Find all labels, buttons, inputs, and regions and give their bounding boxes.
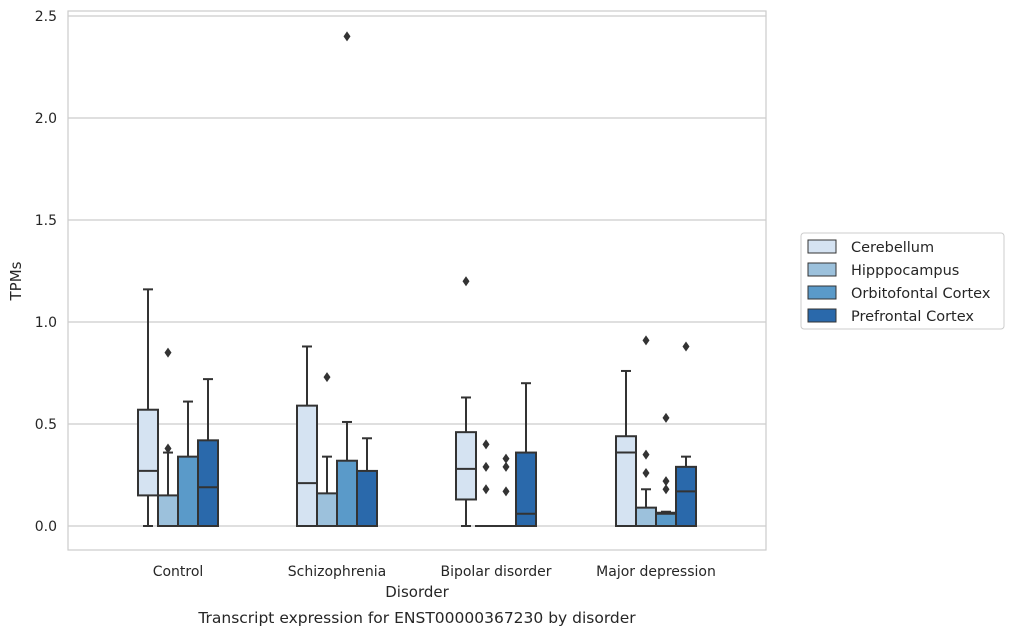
box-plot — [177, 400, 199, 528]
outlier-point — [662, 476, 670, 487]
box-plot — [316, 372, 338, 527]
box — [137, 408, 159, 497]
outlier-point — [662, 484, 670, 495]
legend-label: Cerebellum — [851, 240, 934, 256]
outlier-point — [502, 453, 510, 464]
outlier-point — [164, 347, 172, 358]
box-plot — [495, 453, 517, 528]
box-plot — [615, 369, 637, 527]
box-plot — [356, 437, 378, 528]
outlier-point — [482, 461, 490, 472]
y-axis-label: TPMs — [7, 261, 25, 301]
box-plot — [157, 347, 179, 527]
x-axis-label: Disorder — [385, 583, 449, 601]
y-tick-label: 2.5 — [35, 9, 57, 25]
y-tick-label: 0.5 — [35, 417, 57, 433]
box — [316, 492, 338, 527]
legend-label: Hipppocampus — [851, 263, 959, 279]
outlier-point — [642, 449, 650, 460]
outlier-point — [642, 335, 650, 346]
outlier-point — [482, 439, 490, 450]
legend-swatch — [807, 308, 837, 323]
y-tick-label: 0.0 — [35, 519, 57, 535]
box-plot — [675, 341, 697, 527]
x-tick-labels: Control Schizophrenia Bipolar disorder Majo… — [153, 564, 716, 580]
outlier-point — [323, 372, 331, 383]
outlier-point — [642, 467, 650, 478]
plot-area-frame — [67, 10, 767, 551]
legend-swatch — [807, 262, 837, 277]
box — [296, 404, 318, 528]
outlier-point — [502, 461, 510, 472]
x-tick-label: Control — [153, 564, 204, 580]
box — [675, 465, 697, 527]
legend-label: Orbitofontal Cortex — [851, 286, 991, 302]
y-tick-label: 2.0 — [35, 111, 57, 127]
legend-swatch — [807, 239, 837, 254]
legend-frame — [800, 232, 1005, 330]
x-tick-label: Schizophrenia — [288, 564, 386, 580]
box-plot — [635, 335, 657, 528]
outlier-point — [482, 484, 490, 495]
box — [157, 494, 179, 527]
box-plot — [655, 412, 677, 527]
legend-label: Prefrontal Cortex — [851, 309, 974, 325]
box — [177, 455, 199, 528]
outlier-point — [662, 412, 670, 423]
box — [615, 435, 637, 527]
series-prefrontal-cortex — [197, 341, 697, 528]
legend: Cerebellum Hipppocampus Orbitofontal Corte… — [800, 232, 1005, 330]
grid-lines — [68, 15, 766, 527]
box — [197, 439, 219, 528]
legend-swatch — [807, 285, 837, 300]
y-tick-label: 1.5 — [35, 213, 57, 229]
box — [635, 506, 657, 528]
series-hipppocampus — [157, 335, 657, 528]
y-tick-labels: 0.0 0.5 1.0 1.5 2.0 2.5 — [35, 9, 57, 535]
box-plot — [336, 31, 358, 527]
box-plot-series — [137, 31, 697, 528]
box-plot — [137, 288, 159, 527]
series-orbitofontal-cortex — [177, 31, 677, 528]
chart-caption: Transcript expression for ENST0000036723… — [197, 609, 636, 627]
box-plot — [296, 345, 318, 528]
x-tick-label: Bipolar disorder — [440, 564, 551, 580]
outlier-point — [682, 341, 690, 352]
box — [515, 451, 537, 527]
box-plot — [197, 378, 219, 528]
y-tick-label: 1.0 — [35, 315, 57, 331]
series-cerebellum — [137, 276, 637, 528]
outlier-point — [343, 31, 351, 42]
box — [336, 459, 358, 527]
box-plot — [475, 439, 497, 528]
box-plot — [515, 382, 537, 527]
box — [455, 431, 477, 501]
outlier-point — [462, 276, 470, 287]
box-plot — [455, 276, 477, 527]
outlier-point — [502, 486, 510, 497]
x-tick-label: Major depression — [596, 564, 716, 580]
outlier-point — [164, 443, 172, 454]
box — [356, 469, 378, 528]
